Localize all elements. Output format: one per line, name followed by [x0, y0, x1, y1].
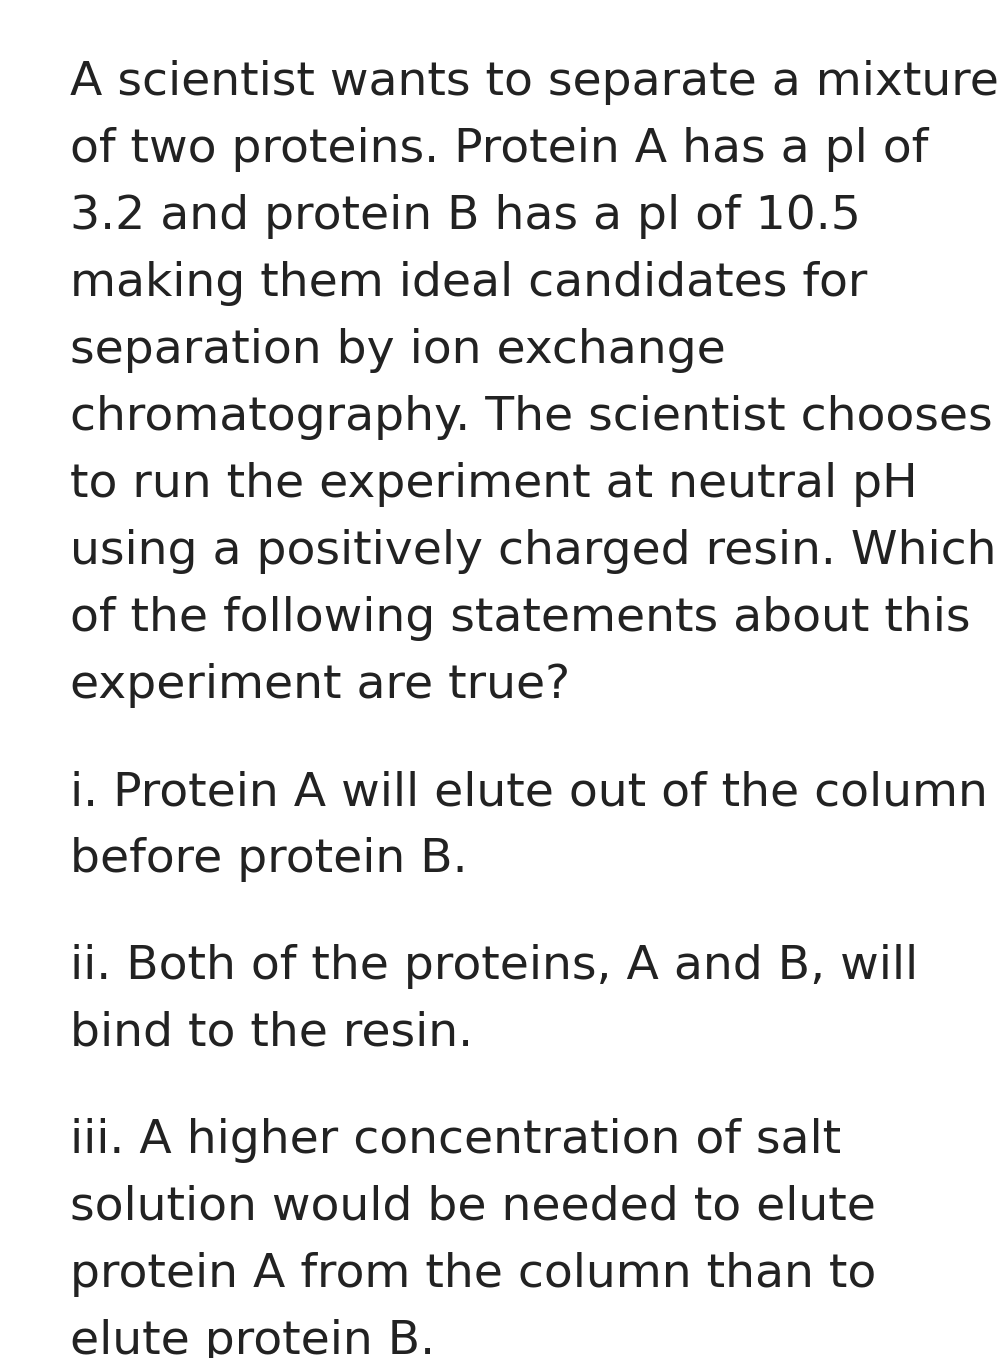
Text: solution would be needed to elute: solution would be needed to elute	[70, 1186, 876, 1230]
Text: iii. A higher concentration of salt: iii. A higher concentration of salt	[70, 1118, 841, 1162]
Text: A scientist wants to separate a mixture: A scientist wants to separate a mixture	[70, 60, 999, 105]
Text: experiment are true?: experiment are true?	[70, 663, 571, 708]
Text: of two proteins. Protein A has a pl of: of two proteins. Protein A has a pl of	[70, 128, 928, 172]
Text: bind to the resin.: bind to the resin.	[70, 1010, 473, 1057]
Text: protein A from the column than to: protein A from the column than to	[70, 1252, 876, 1297]
Text: making them ideal candidates for: making them ideal candidates for	[70, 261, 867, 306]
Text: chromatography. The scientist chooses: chromatography. The scientist chooses	[70, 395, 993, 440]
Text: ii. Both of the proteins, A and B, will: ii. Both of the proteins, A and B, will	[70, 944, 918, 989]
Text: 3.2 and protein B has a pl of 10.5: 3.2 and protein B has a pl of 10.5	[70, 194, 861, 239]
Text: of the following statements about this: of the following statements about this	[70, 596, 971, 641]
Text: using a positively charged resin. Which: using a positively charged resin. Which	[70, 530, 997, 574]
Text: before protein B.: before protein B.	[70, 837, 468, 881]
Text: i. Protein A will elute out of the column: i. Protein A will elute out of the colum…	[70, 770, 988, 815]
Text: to run the experiment at neutral pH: to run the experiment at neutral pH	[70, 462, 917, 507]
Text: elute protein B.: elute protein B.	[70, 1319, 435, 1358]
Text: separation by ion exchange: separation by ion exchange	[70, 329, 726, 373]
